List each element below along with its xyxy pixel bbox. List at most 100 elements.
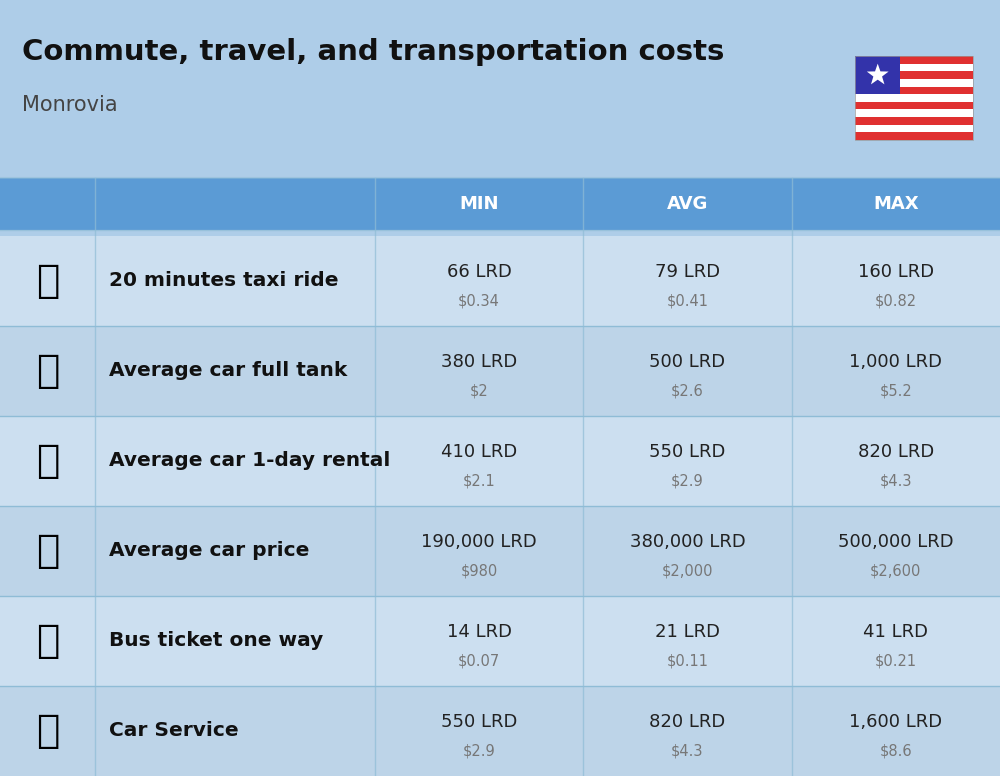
Text: 21 LRD: 21 LRD — [655, 623, 720, 641]
Bar — [0, 236, 95, 326]
Bar — [855, 94, 973, 102]
Bar — [95, 686, 375, 776]
Text: 🚙: 🚙 — [36, 442, 59, 480]
Text: $0.11: $0.11 — [666, 653, 708, 668]
Text: 🚗: 🚗 — [36, 532, 59, 570]
Text: $0.21: $0.21 — [875, 653, 917, 668]
Text: $8.6: $8.6 — [880, 743, 912, 758]
Text: $4.3: $4.3 — [880, 473, 912, 488]
Text: $2.6: $2.6 — [671, 383, 704, 398]
Bar — [855, 117, 973, 125]
Text: $2.1: $2.1 — [463, 473, 496, 488]
Text: 190,000 LRD: 190,000 LRD — [421, 533, 537, 551]
Bar — [375, 596, 583, 686]
Text: 550 LRD: 550 LRD — [441, 713, 517, 731]
Bar — [0, 416, 95, 506]
Text: $2.9: $2.9 — [671, 473, 704, 488]
Text: $2.9: $2.9 — [463, 743, 496, 758]
Text: Average car full tank: Average car full tank — [109, 362, 347, 380]
Bar — [855, 56, 973, 140]
Text: Bus ticket one way: Bus ticket one way — [109, 632, 323, 650]
Bar — [375, 506, 583, 596]
Bar — [583, 326, 792, 416]
Bar — [375, 416, 583, 506]
Text: 380,000 LRD: 380,000 LRD — [630, 533, 745, 551]
Text: MAX: MAX — [873, 195, 919, 213]
Bar — [792, 596, 1000, 686]
Bar — [375, 686, 583, 776]
Text: 820 LRD: 820 LRD — [649, 713, 726, 731]
Bar — [792, 506, 1000, 596]
Text: $0.41: $0.41 — [666, 293, 708, 308]
Text: $4.3: $4.3 — [671, 743, 704, 758]
Text: 41 LRD: 41 LRD — [863, 623, 928, 641]
Bar — [855, 71, 973, 79]
Text: 🚕: 🚕 — [36, 262, 59, 300]
Text: ⛽: ⛽ — [36, 352, 59, 390]
Text: $5.2: $5.2 — [879, 383, 912, 398]
Bar — [95, 326, 375, 416]
Text: $2: $2 — [470, 383, 489, 398]
Text: Car Service: Car Service — [109, 722, 239, 740]
Text: 500,000 LRD: 500,000 LRD — [838, 533, 954, 551]
Text: $0.07: $0.07 — [458, 653, 500, 668]
Bar — [0, 0, 1000, 170]
Bar — [0, 506, 95, 596]
Text: AVG: AVG — [667, 195, 708, 213]
Bar — [0, 326, 95, 416]
Bar — [583, 506, 792, 596]
Bar — [95, 506, 375, 596]
Bar — [583, 236, 792, 326]
Text: 1,600 LRD: 1,600 LRD — [849, 713, 942, 731]
Text: 820 LRD: 820 LRD — [858, 443, 934, 461]
Bar — [792, 178, 1000, 230]
Bar — [95, 416, 375, 506]
Bar — [583, 416, 792, 506]
Text: 550 LRD: 550 LRD — [649, 443, 726, 461]
Bar — [583, 596, 792, 686]
Text: $980: $980 — [461, 563, 498, 578]
Bar — [0, 596, 95, 686]
Bar — [855, 102, 973, 109]
Bar — [95, 178, 375, 230]
Text: 500 LRD: 500 LRD — [649, 353, 726, 371]
Bar — [855, 125, 973, 133]
Bar — [792, 686, 1000, 776]
Text: Commute, travel, and transportation costs: Commute, travel, and transportation cost… — [22, 38, 724, 66]
Bar — [95, 236, 375, 326]
Text: 14 LRD: 14 LRD — [447, 623, 512, 641]
Text: 160 LRD: 160 LRD — [858, 263, 934, 281]
Text: 🔧: 🔧 — [36, 712, 59, 750]
Bar — [0, 178, 95, 230]
Bar — [375, 236, 583, 326]
Bar — [855, 109, 973, 117]
Bar — [583, 178, 792, 230]
Bar — [375, 178, 583, 230]
Bar — [375, 326, 583, 416]
Bar — [0, 686, 95, 776]
Text: 66 LRD: 66 LRD — [447, 263, 512, 281]
Polygon shape — [867, 64, 889, 85]
Bar — [855, 79, 973, 87]
Text: 1,000 LRD: 1,000 LRD — [849, 353, 942, 371]
Text: $2,000: $2,000 — [662, 563, 713, 578]
Text: 410 LRD: 410 LRD — [441, 443, 517, 461]
Text: Monrovia: Monrovia — [22, 95, 118, 115]
Bar — [855, 56, 973, 64]
Bar — [855, 56, 900, 94]
Text: $0.34: $0.34 — [458, 293, 500, 308]
Bar — [95, 596, 375, 686]
Bar — [855, 64, 973, 71]
Text: 79 LRD: 79 LRD — [655, 263, 720, 281]
Bar — [855, 87, 973, 94]
Bar — [583, 686, 792, 776]
Text: 20 minutes taxi ride: 20 minutes taxi ride — [109, 272, 338, 290]
Text: 🚌: 🚌 — [36, 622, 59, 660]
Text: $0.82: $0.82 — [875, 293, 917, 308]
Text: $2,600: $2,600 — [870, 563, 922, 578]
Bar — [792, 326, 1000, 416]
Bar — [792, 416, 1000, 506]
Bar — [855, 133, 973, 140]
Text: MIN: MIN — [459, 195, 499, 213]
Text: Average car 1-day rental: Average car 1-day rental — [109, 452, 390, 470]
